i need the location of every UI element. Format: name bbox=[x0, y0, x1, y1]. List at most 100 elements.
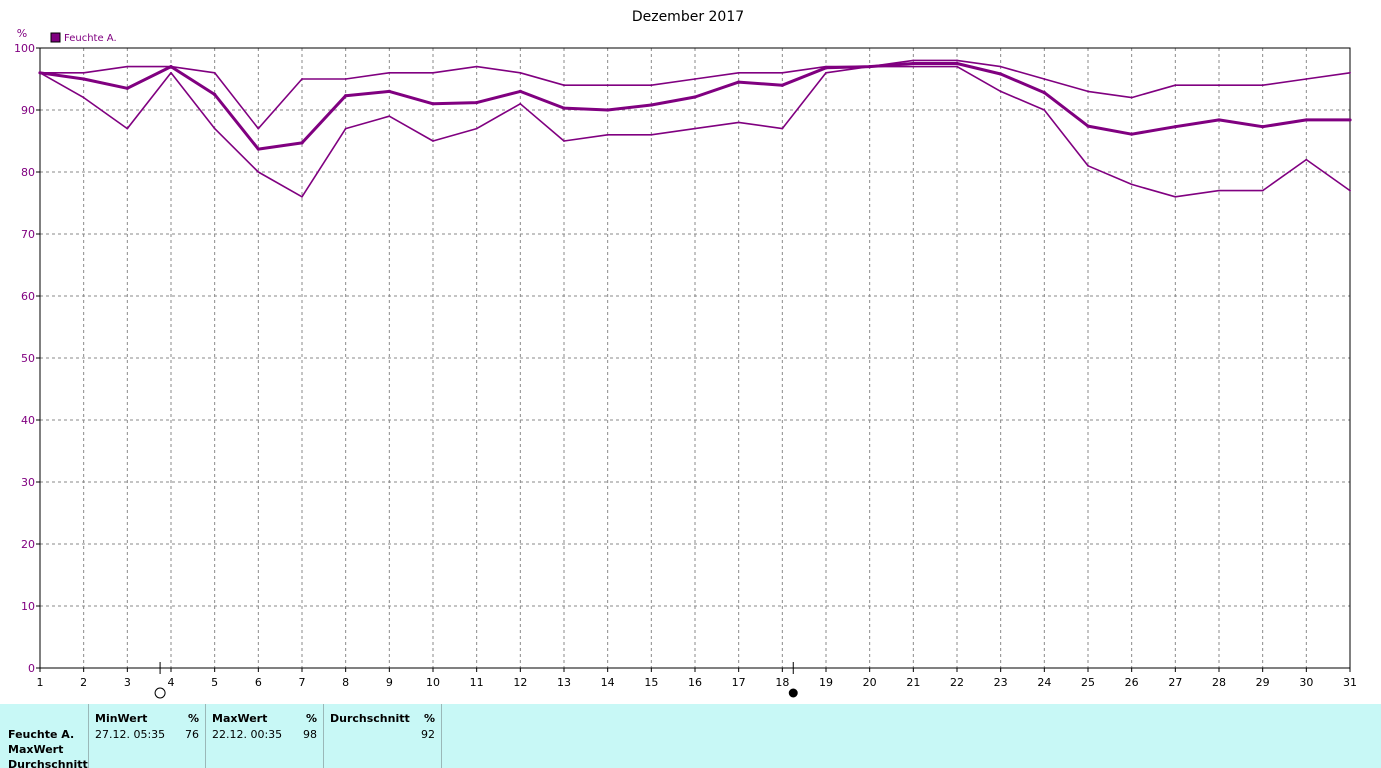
data-point-max-29 bbox=[1261, 84, 1264, 87]
chart-title: Dezember 2017 bbox=[632, 9, 744, 25]
y-tick-label-20: 20 bbox=[21, 538, 35, 551]
data-point-avg-18 bbox=[780, 83, 784, 87]
series-line-max bbox=[40, 59, 1351, 130]
data-point-min-16 bbox=[694, 127, 696, 130]
data-point-avg-4 bbox=[169, 65, 173, 69]
data-point-min-2 bbox=[82, 96, 85, 99]
data-point-max-7 bbox=[301, 78, 303, 80]
data-point-avg-7 bbox=[300, 141, 304, 145]
x-tick-label-19: 19 bbox=[819, 676, 833, 689]
x-tick-label-11: 11 bbox=[470, 676, 484, 689]
x-tick-label-4: 4 bbox=[168, 676, 175, 689]
x-tick-label-22: 22 bbox=[950, 676, 964, 689]
x-tick-label-5: 5 bbox=[211, 676, 218, 689]
data-point-min-15 bbox=[650, 133, 653, 136]
data-point-min-28 bbox=[1218, 189, 1220, 192]
full-moon-icon bbox=[154, 687, 166, 699]
data-point-min-14 bbox=[606, 133, 609, 136]
y-tick-label-40: 40 bbox=[21, 414, 35, 427]
data-point-max-16 bbox=[694, 78, 696, 80]
stat-avg-header: Durchschnitt bbox=[330, 712, 410, 725]
x-tick-label-12: 12 bbox=[513, 676, 527, 689]
stat-max-when: 22.12. 00:35 bbox=[212, 728, 283, 741]
new-moon-icon bbox=[788, 688, 798, 698]
data-point-max-25 bbox=[1087, 90, 1089, 93]
data-point-avg-17 bbox=[737, 80, 741, 84]
data-point-avg-12 bbox=[518, 89, 522, 93]
data-point-min-30 bbox=[1305, 158, 1308, 161]
data-point-avg-24 bbox=[1042, 91, 1046, 95]
data-point-min-22 bbox=[956, 65, 958, 68]
data-point-avg-19 bbox=[824, 66, 828, 70]
data-point-avg-25 bbox=[1086, 124, 1090, 128]
stats-row-labels: Feuchte A. MaxWert Durchschnitt bbox=[8, 727, 88, 768]
x-tick-label-21: 21 bbox=[906, 676, 920, 689]
x-tick-label-27: 27 bbox=[1168, 676, 1182, 689]
data-point-avg-15 bbox=[649, 103, 653, 107]
data-point-min-9 bbox=[388, 115, 391, 118]
y-tick-label-30: 30 bbox=[21, 476, 35, 489]
data-point-min-21 bbox=[912, 65, 915, 68]
x-tick-label-8: 8 bbox=[342, 676, 349, 689]
x-tick-label-6: 6 bbox=[255, 676, 262, 689]
data-point-max-12 bbox=[519, 71, 522, 74]
data-point-max-13 bbox=[563, 84, 565, 87]
data-point-avg-11 bbox=[475, 100, 479, 105]
data-point-min-7 bbox=[301, 195, 303, 198]
data-point-min-17 bbox=[737, 121, 740, 124]
data-point-min-19 bbox=[825, 71, 827, 74]
data-point-min-12 bbox=[519, 102, 522, 105]
data-point-avg-30 bbox=[1304, 118, 1308, 122]
x-tick-label-20: 20 bbox=[863, 676, 877, 689]
y-tick-label-0: 0 bbox=[28, 662, 35, 675]
stat-min-when: 27.12. 05:35 bbox=[95, 728, 166, 741]
data-point-min-29 bbox=[1261, 189, 1264, 192]
data-point-max-28 bbox=[1218, 84, 1220, 87]
data-point-min-24 bbox=[1043, 109, 1046, 111]
x-tick-label-17: 17 bbox=[732, 676, 746, 689]
stat-avg-unit: % bbox=[423, 712, 435, 725]
data-point-max-11 bbox=[475, 65, 478, 68]
stat-column-min: MinWert % 27.12. 05:35 76 bbox=[89, 704, 206, 768]
stat-column-max: MaxWert % 22.12. 00:35 98 bbox=[206, 704, 324, 768]
data-point-min-5 bbox=[213, 127, 216, 130]
x-tick-label-13: 13 bbox=[557, 676, 571, 689]
stat-min-value: 76 bbox=[185, 728, 199, 741]
x-tick-label-26: 26 bbox=[1125, 676, 1139, 689]
data-point-min-23 bbox=[999, 90, 1002, 93]
series-line-avg bbox=[39, 62, 1350, 151]
x-tick-label-23: 23 bbox=[994, 676, 1008, 689]
data-point-avg-9 bbox=[387, 89, 391, 93]
data-point-max-3 bbox=[126, 65, 129, 68]
data-point-max-8 bbox=[344, 78, 347, 80]
x-tick-label-3: 3 bbox=[124, 676, 131, 689]
data-point-min-18 bbox=[781, 127, 784, 130]
row-label-durchschnitt: Durchschnitt bbox=[8, 758, 88, 768]
data-point-max-27 bbox=[1174, 84, 1177, 87]
data-point-avg-5 bbox=[213, 92, 217, 97]
data-point-max-22 bbox=[956, 59, 958, 62]
stat-max-header: MaxWert bbox=[212, 712, 268, 725]
data-point-min-11 bbox=[475, 127, 478, 130]
x-tick-label-24: 24 bbox=[1037, 676, 1051, 689]
data-point-max-23 bbox=[999, 65, 1002, 68]
data-point-avg-27 bbox=[1173, 125, 1177, 129]
y-axis-unit: % bbox=[17, 27, 27, 40]
data-point-min-27 bbox=[1174, 195, 1177, 198]
data-point-max-15 bbox=[650, 84, 653, 87]
humidity-chart: Dezember 2017% Feuchte A. 0 10 20 30 40 50 60 70 8… bbox=[14, 9, 1357, 699]
x-tick-label-31: 31 bbox=[1343, 676, 1357, 689]
stat-min-header: MinWert bbox=[95, 712, 148, 725]
data-point-min-31 bbox=[1349, 189, 1351, 192]
data-point-min-26 bbox=[1130, 183, 1133, 186]
stat-column-avg: Durchschnitt % 92 bbox=[324, 704, 442, 768]
data-point-avg-3 bbox=[125, 86, 129, 90]
x-tick-label-29: 29 bbox=[1256, 676, 1270, 689]
data-point-max-24 bbox=[1043, 78, 1046, 80]
data-point-min-20 bbox=[868, 65, 871, 68]
y-tick-label-100: 100 bbox=[14, 42, 35, 55]
data-point-avg-31 bbox=[1348, 118, 1352, 122]
data-point-avg-28 bbox=[1217, 118, 1221, 122]
data-point-avg-22 bbox=[955, 61, 959, 66]
x-tick-label-1: 1 bbox=[37, 676, 44, 689]
